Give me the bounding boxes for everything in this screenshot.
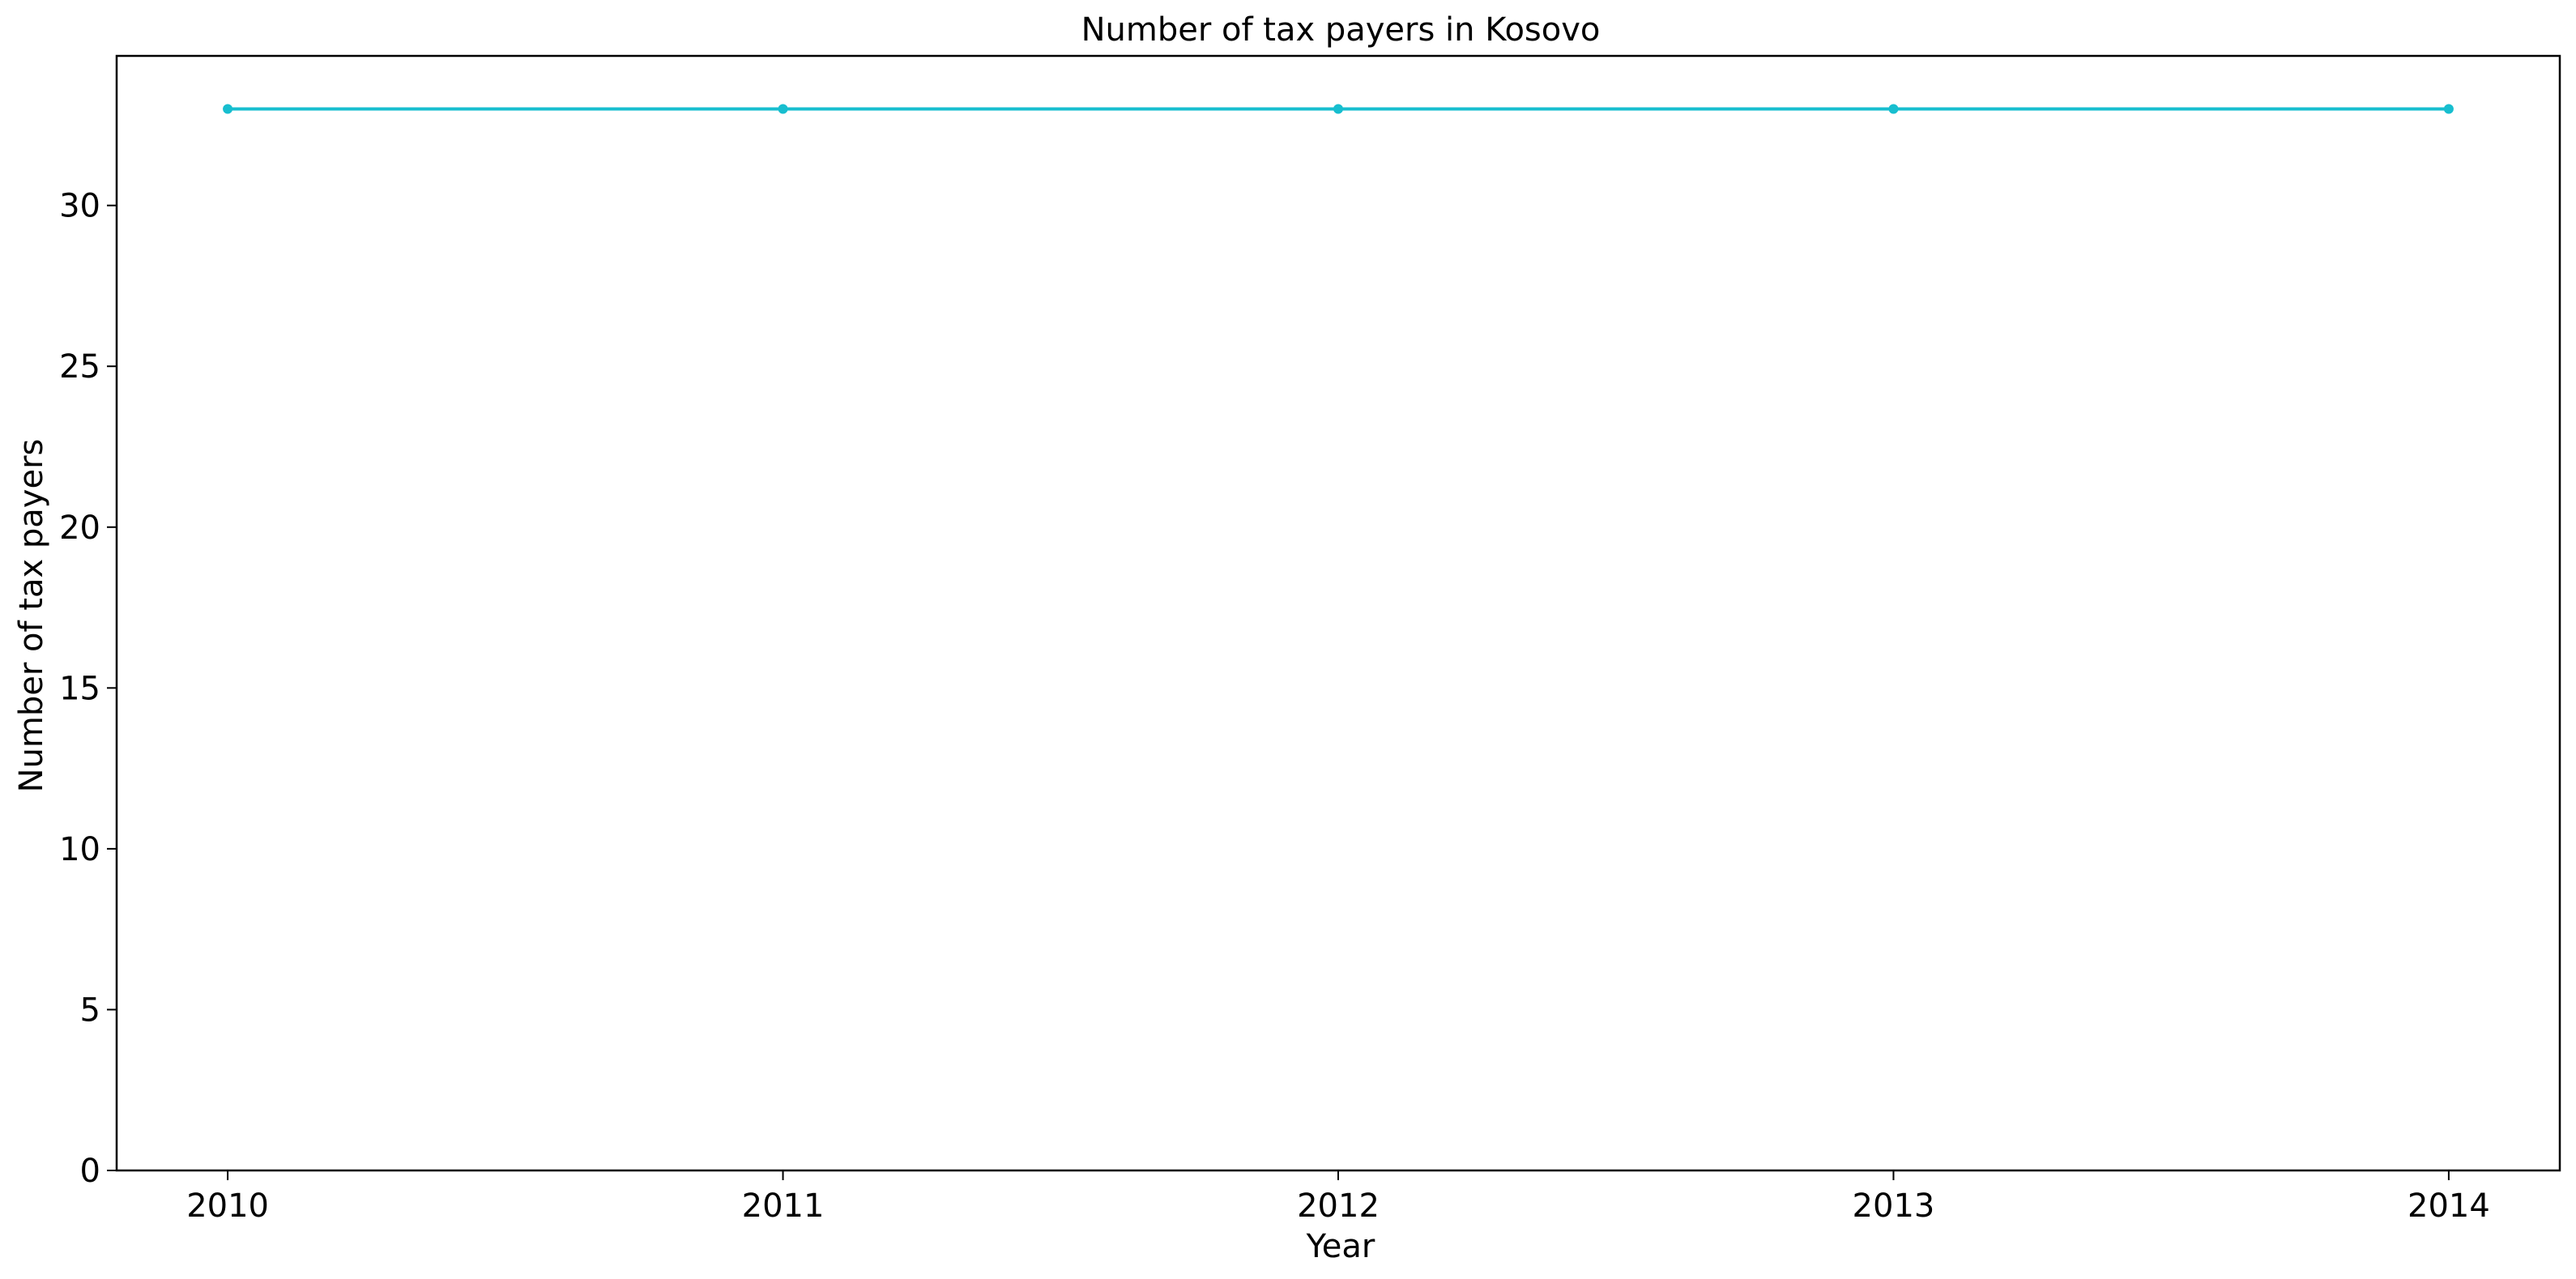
data-point	[2443, 104, 2454, 114]
x-tick-label: 2013	[1853, 1187, 1935, 1225]
axis-ticks: 0 5 10 15 20 25 30 2010 2011 2012 2013 2014	[59, 188, 2490, 1225]
x-tick-label: 2010	[186, 1187, 269, 1225]
data-point	[778, 104, 788, 114]
series-layer	[223, 104, 2454, 114]
x-axis-label: Year	[1306, 1228, 1375, 1265]
x-tick-label: 2012	[1297, 1187, 1380, 1225]
data-point	[1333, 104, 1343, 114]
y-tick-label: 20	[59, 509, 100, 547]
y-tick-label: 30	[59, 188, 100, 225]
data-point	[223, 104, 233, 114]
y-tick-label: 0	[80, 1153, 100, 1190]
y-axis-label: Number of tax payers	[13, 439, 50, 793]
y-tick-label: 15	[59, 670, 100, 707]
y-tick-label: 10	[59, 831, 100, 868]
x-tick-label: 2011	[742, 1187, 825, 1225]
y-tick-label: 5	[80, 991, 100, 1029]
data-point	[1888, 104, 1899, 114]
x-tick-label: 2014	[2408, 1187, 2490, 1225]
plot-frame	[115, 54, 2561, 1172]
chart-title: Number of tax payers in Kosovo	[1081, 11, 1601, 49]
y-tick-label: 25	[59, 348, 100, 386]
